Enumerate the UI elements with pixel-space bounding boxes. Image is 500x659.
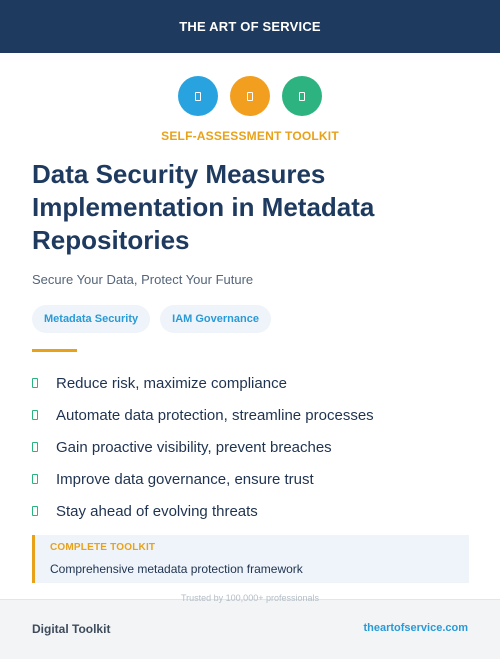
- check-icon: [32, 378, 38, 388]
- list-item: Stay ahead of evolving threats: [32, 495, 374, 527]
- tag-iam-governance: IAM Governance: [160, 305, 271, 333]
- icon-row: [0, 76, 500, 116]
- tag-list: Metadata Security IAM Governance: [32, 305, 271, 333]
- list-item: Reduce risk, maximize compliance: [32, 367, 374, 399]
- header-bar: THE ART OF SERVICE: [0, 0, 500, 53]
- list-item: Gain proactive visibility, prevent breac…: [32, 431, 374, 463]
- check-icon: [32, 410, 38, 420]
- check-icon: [32, 442, 38, 452]
- list-item: Improve data governance, ensure trust: [32, 463, 374, 495]
- feature-text: Automate data protection, streamline pro…: [56, 406, 374, 424]
- feature-text: Gain proactive visibility, prevent breac…: [56, 438, 332, 456]
- brand-title: THE ART OF SERVICE: [179, 19, 321, 34]
- tag-metadata-security: Metadata Security: [32, 305, 151, 333]
- footer: Trusted by 100,000+ professionals Digita…: [0, 593, 500, 659]
- document-icon: [282, 76, 322, 116]
- accent-divider: [32, 349, 77, 352]
- kicker-label: SELF-ASSESSMENT TOOLKIT: [161, 129, 339, 143]
- subtitle: Secure Your Data, Protect Your Future: [32, 272, 254, 287]
- feature-text: Stay ahead of evolving threats: [56, 502, 258, 520]
- document-icon: [178, 76, 218, 116]
- feature-text: Reduce risk, maximize compliance: [56, 374, 287, 392]
- list-item: Automate data protection, streamline pro…: [32, 399, 374, 431]
- page-title: Data Security Measures Implementation in…: [32, 159, 375, 255]
- feature-list: Reduce risk, maximize compliance Automat…: [32, 367, 374, 527]
- check-icon: [32, 474, 38, 484]
- check-icon: [32, 506, 38, 516]
- feature-text: Improve data governance, ensure trust: [56, 470, 314, 488]
- website-link[interactable]: theartofservice.com: [363, 622, 468, 634]
- callout-label: COMPLETE TOOLKIT: [50, 542, 156, 553]
- document-icon: [230, 76, 270, 116]
- toolkit-callout: COMPLETE TOOLKIT Comprehensive metadata …: [32, 535, 469, 583]
- callout-text: Comprehensive metadata protection framew…: [50, 562, 303, 576]
- trusted-note: Trusted by 100,000+ professionals: [180, 593, 319, 603]
- footer-label: Digital Toolkit: [32, 622, 111, 636]
